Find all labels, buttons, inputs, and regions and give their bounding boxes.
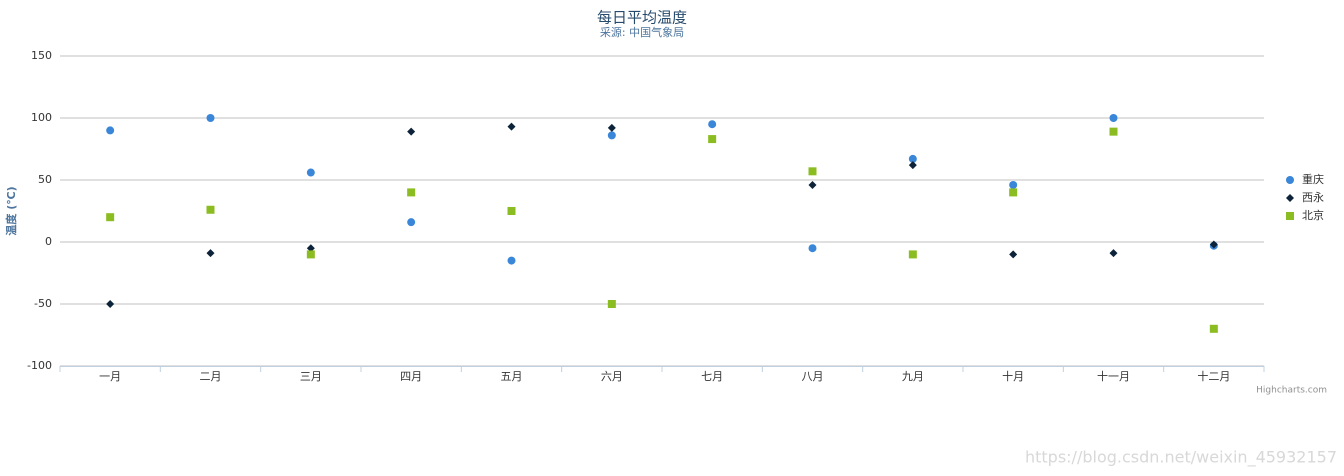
y-tick-label: -100 — [27, 359, 52, 372]
y-tick-label: 0 — [45, 235, 52, 248]
x-tick-label: 七月 — [701, 370, 723, 383]
x-tick-label: 八月 — [802, 370, 824, 383]
x-tick-label: 十二月 — [1197, 369, 1230, 383]
y-tick-label: 150 — [31, 49, 52, 62]
x-tick-label: 四月 — [400, 370, 422, 383]
y-tick-label: 100 — [31, 111, 52, 124]
x-tick-label: 十月 — [1002, 369, 1024, 383]
y-tick-label: -50 — [34, 297, 52, 310]
data-point — [908, 154, 917, 163]
data-point — [407, 218, 416, 227]
data-point — [808, 244, 817, 253]
data-point — [908, 250, 917, 259]
data-point — [607, 123, 616, 132]
data-point — [708, 120, 717, 129]
data-point — [808, 180, 817, 189]
data-point — [708, 135, 717, 144]
legend-label[interactable]: 西永 — [1302, 190, 1324, 204]
legend-symbol — [1286, 212, 1294, 220]
x-tick-label: 九月 — [902, 370, 924, 383]
data-point — [106, 126, 115, 135]
data-point — [1109, 127, 1118, 136]
chart-subtitle: 采源: 中国气象局 — [600, 25, 684, 39]
data-point — [206, 114, 215, 122]
data-point — [206, 205, 215, 214]
data-point — [507, 256, 516, 265]
data-point — [607, 300, 616, 308]
data-point — [1009, 250, 1018, 259]
data-point — [1109, 249, 1118, 258]
watermark: https://blog.csdn.net/weixin_45932157 — [1025, 448, 1337, 468]
data-point — [106, 213, 115, 222]
data-point — [1009, 180, 1018, 189]
x-tick-label: 一月 — [99, 370, 121, 383]
x-tick-label: 六月 — [601, 370, 623, 383]
data-point — [106, 300, 115, 308]
data-point — [306, 168, 315, 177]
x-tick-label: 二月 — [200, 370, 222, 383]
legend-symbol — [1286, 194, 1294, 202]
x-tick-label: 十一月 — [1097, 369, 1130, 383]
data-point — [407, 188, 416, 197]
legend-symbol — [1286, 176, 1294, 184]
data-point — [1009, 188, 1018, 197]
data-point — [507, 122, 516, 131]
chart-title: 每日平均温度 — [597, 9, 687, 27]
data-point — [507, 207, 516, 215]
data-point — [407, 127, 416, 136]
y-tick-label: 50 — [38, 173, 52, 186]
data-point — [206, 249, 215, 258]
data-point — [607, 131, 616, 140]
data-point — [1209, 240, 1218, 249]
y-axis-title: 温度 (℃) — [4, 186, 18, 235]
credits[interactable]: Highcharts.com — [1256, 386, 1327, 396]
data-point — [808, 167, 817, 176]
x-tick-label: 三月 — [300, 370, 322, 383]
data-point — [306, 244, 315, 253]
legend-label[interactable]: 北京 — [1302, 208, 1324, 222]
data-point — [908, 161, 917, 170]
data-point — [306, 250, 315, 259]
legend-label[interactable]: 重庆 — [1302, 172, 1324, 186]
data-point — [1109, 114, 1118, 122]
x-tick-label: 五月 — [501, 370, 523, 383]
data-point — [1209, 324, 1218, 333]
